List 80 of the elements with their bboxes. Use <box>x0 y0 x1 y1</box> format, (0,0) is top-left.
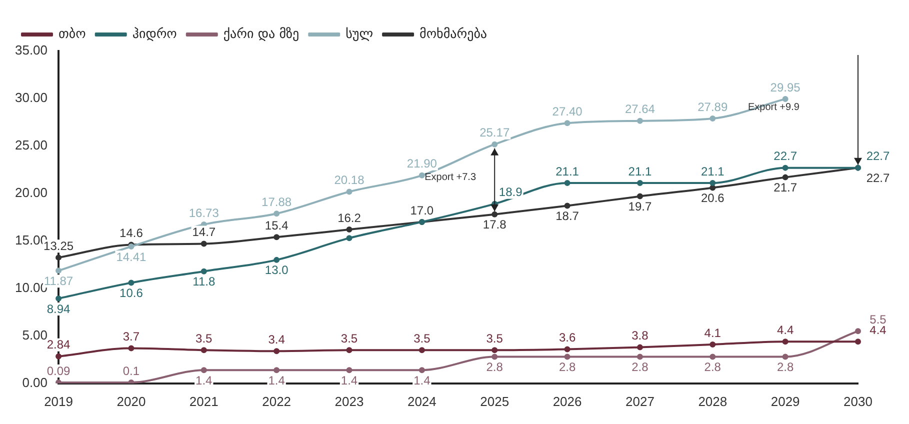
y-tick-label: 5.00 <box>22 327 48 342</box>
data-label: 22.7 <box>866 171 890 186</box>
data-label: 14.6 <box>120 226 144 240</box>
data-label: 11.8 <box>192 274 216 289</box>
data-label: 5.5 <box>870 312 887 326</box>
data-label: 27.64 <box>624 102 656 116</box>
data-label: 21.7 <box>774 180 798 195</box>
x-tick-label: 2024 <box>407 394 436 409</box>
annotation: Export +7.3 <box>424 172 476 183</box>
x-tick-label: 2027 <box>626 394 654 409</box>
data-label: 18.7 <box>556 209 580 224</box>
x-tick-label: 2030 <box>844 394 872 409</box>
data-label: 15.4 <box>264 218 289 232</box>
data-label: 3.8 <box>632 328 649 343</box>
legend-label: ქარი და მზე <box>223 26 300 42</box>
data-label: 27.89 <box>698 100 728 114</box>
data-label: 10.6 <box>120 286 144 300</box>
data-label: 13.0 <box>264 263 289 278</box>
legend-label: მოხმარება <box>420 26 488 42</box>
data-label: 2.84 <box>46 338 71 352</box>
data-label: 0.1 <box>122 364 140 378</box>
x-tick-label: 2026 <box>552 394 582 409</box>
data-label: 20.18 <box>334 173 365 188</box>
data-label: 22.7 <box>866 149 890 164</box>
data-label: 11.87 <box>44 274 74 288</box>
data-label: 14.7 <box>192 225 216 240</box>
data-label: 17.88 <box>262 194 292 209</box>
data-label: 0.09 <box>46 364 71 378</box>
y-tick-label: 35.00 <box>14 42 48 58</box>
data-label: 2.8 <box>486 360 504 374</box>
data-label: 19.7 <box>628 200 652 214</box>
data-label: 2.8 <box>704 360 722 374</box>
annotation: Export +9.9 <box>748 102 800 113</box>
data-label: 3.7 <box>122 330 140 344</box>
data-label: 21.90 <box>406 156 438 171</box>
data-label: 1.4 <box>414 373 431 388</box>
data-label: 4.4 <box>776 322 794 337</box>
y-tick-label: 0.00 <box>22 374 48 390</box>
x-tick-label: 2023 <box>334 394 364 409</box>
data-label: 21.1 <box>556 164 580 178</box>
data-label: 20.6 <box>700 191 725 206</box>
data-label: 21.1 <box>628 164 652 178</box>
data-label: 14.41 <box>116 250 147 264</box>
data-label: 21.1 <box>700 164 725 178</box>
data-label: 3.6 <box>558 330 576 345</box>
y-tick-label: 25.00 <box>14 138 48 153</box>
y-tick-label: 20.00 <box>14 185 48 200</box>
x-tick-label: 2021 <box>189 394 218 409</box>
x-tick-label: 2029 <box>770 394 800 409</box>
data-label: 4.1 <box>704 326 722 340</box>
data-label: 16.73 <box>188 206 220 220</box>
data-label: 8.94 <box>46 302 71 316</box>
legend-label: თბო <box>58 26 86 42</box>
data-label: 29.95 <box>770 80 801 94</box>
x-tick-label: 2019 <box>44 394 73 409</box>
data-label: 3.5 <box>486 331 504 346</box>
data-label: 1.4 <box>340 373 358 388</box>
data-label: 17.0 <box>410 203 434 218</box>
legend-label: ჰიდრო <box>132 26 177 42</box>
x-tick-label: 2028 <box>698 394 728 409</box>
data-label: 3.5 <box>196 331 213 346</box>
data-label: 18.9 <box>498 185 523 200</box>
data-label: 2.8 <box>776 360 794 374</box>
data-label: 1.4 <box>196 373 213 388</box>
data-label: 25.17 <box>480 126 510 140</box>
x-tick-label: 2020 <box>116 394 146 409</box>
data-label: 16.2 <box>338 210 362 225</box>
data-label: 17.8 <box>482 218 507 232</box>
data-label: 27.40 <box>552 104 583 118</box>
x-tick-label: 2022 <box>262 394 292 409</box>
data-label: 2.8 <box>558 360 576 374</box>
data-label: 3.5 <box>340 331 358 346</box>
data-label: 22.7 <box>774 149 798 164</box>
data-label: 3.4 <box>268 332 286 346</box>
legend-label: სულ <box>346 26 374 42</box>
data-label: 1.4 <box>268 373 286 388</box>
data-label: 3.5 <box>414 331 431 346</box>
x-tick-label: 2025 <box>480 394 510 409</box>
data-label: 2.8 <box>632 360 649 374</box>
y-tick-label: 30.00 <box>14 90 48 106</box>
